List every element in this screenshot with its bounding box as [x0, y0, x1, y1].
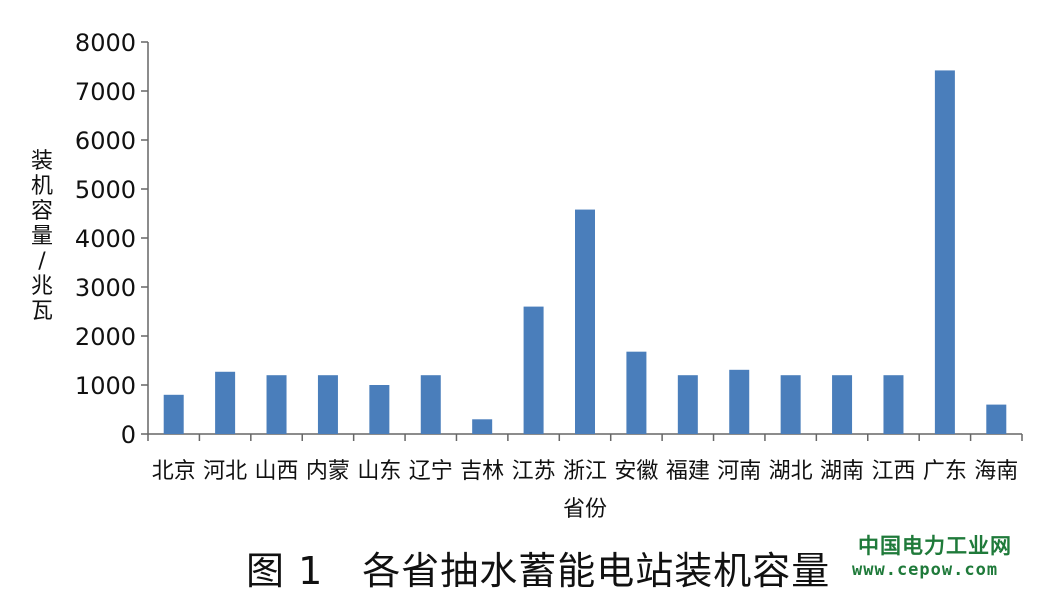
bar-12 [780, 375, 801, 434]
y-tick-label: 1000 [75, 372, 136, 400]
category-label: 湖南 [820, 459, 864, 484]
bar-14 [883, 375, 904, 434]
category-label: 浙江 [563, 459, 607, 484]
category-label: 安徽 [614, 459, 658, 484]
bar-4 [369, 385, 390, 434]
y-axis-title: 装机容量/兆瓦 [31, 149, 53, 324]
bar-13 [832, 375, 853, 434]
figure-caption: 图 1 各省抽水蓄能电站装机容量 [246, 549, 831, 593]
y-axis: 0 1000 2000 3000 4000 5000 6000 7000 8000 [75, 29, 149, 449]
y-tick-label: 4000 [75, 225, 136, 253]
bar-7 [523, 306, 544, 434]
category-label: 福建 [666, 459, 710, 484]
bar-1 [215, 371, 236, 434]
y-tick-label: 7000 [75, 78, 136, 106]
x-axis [147, 433, 1023, 441]
category-labels: 北京 河北 山西 内蒙 山东 辽宁 吉林 江苏 浙江 安徽 福建 河南 湖北 湖南 江西 广东 海南 [152, 459, 1019, 484]
category-label: 辽宁 [409, 459, 453, 484]
category-label: 江西 [871, 459, 915, 484]
category-label: 北京 [152, 459, 196, 484]
watermark-site-url: www.cepow.com [852, 560, 999, 580]
bar-5 [420, 375, 441, 434]
category-label: 山东 [357, 459, 401, 484]
y-tick-label: 3000 [75, 274, 136, 302]
bar-6 [472, 419, 493, 434]
category-label: 湖北 [769, 459, 813, 484]
y-tick-label: 5000 [75, 176, 136, 204]
category-label: 山西 [255, 459, 299, 484]
bar-2 [266, 375, 287, 434]
bar-16 [986, 404, 1007, 434]
bar-0 [163, 394, 184, 434]
category-label: 河南 [717, 459, 761, 484]
bars [163, 70, 1007, 435]
bar-11 [729, 369, 750, 434]
category-label: 广东 [923, 459, 967, 484]
y-tick-label: 8000 [75, 29, 136, 57]
bar-8 [575, 209, 595, 434]
category-label: 内蒙 [306, 459, 350, 484]
bar-15 [934, 70, 955, 435]
y-tick-label: 0 [121, 421, 136, 449]
category-label: 河北 [203, 459, 247, 484]
category-label: 海南 [974, 459, 1018, 484]
watermark-site-name: 中国电力工业网 [858, 534, 1012, 558]
bar-3 [317, 375, 338, 434]
bar-9 [626, 351, 647, 434]
category-label: 江苏 [512, 459, 556, 484]
category-label: 吉林 [460, 459, 504, 484]
x-axis-title: 省份 [563, 497, 607, 522]
y-tick-label: 6000 [75, 127, 136, 155]
bar-10 [677, 375, 698, 434]
y-tick-label: 2000 [75, 323, 136, 351]
